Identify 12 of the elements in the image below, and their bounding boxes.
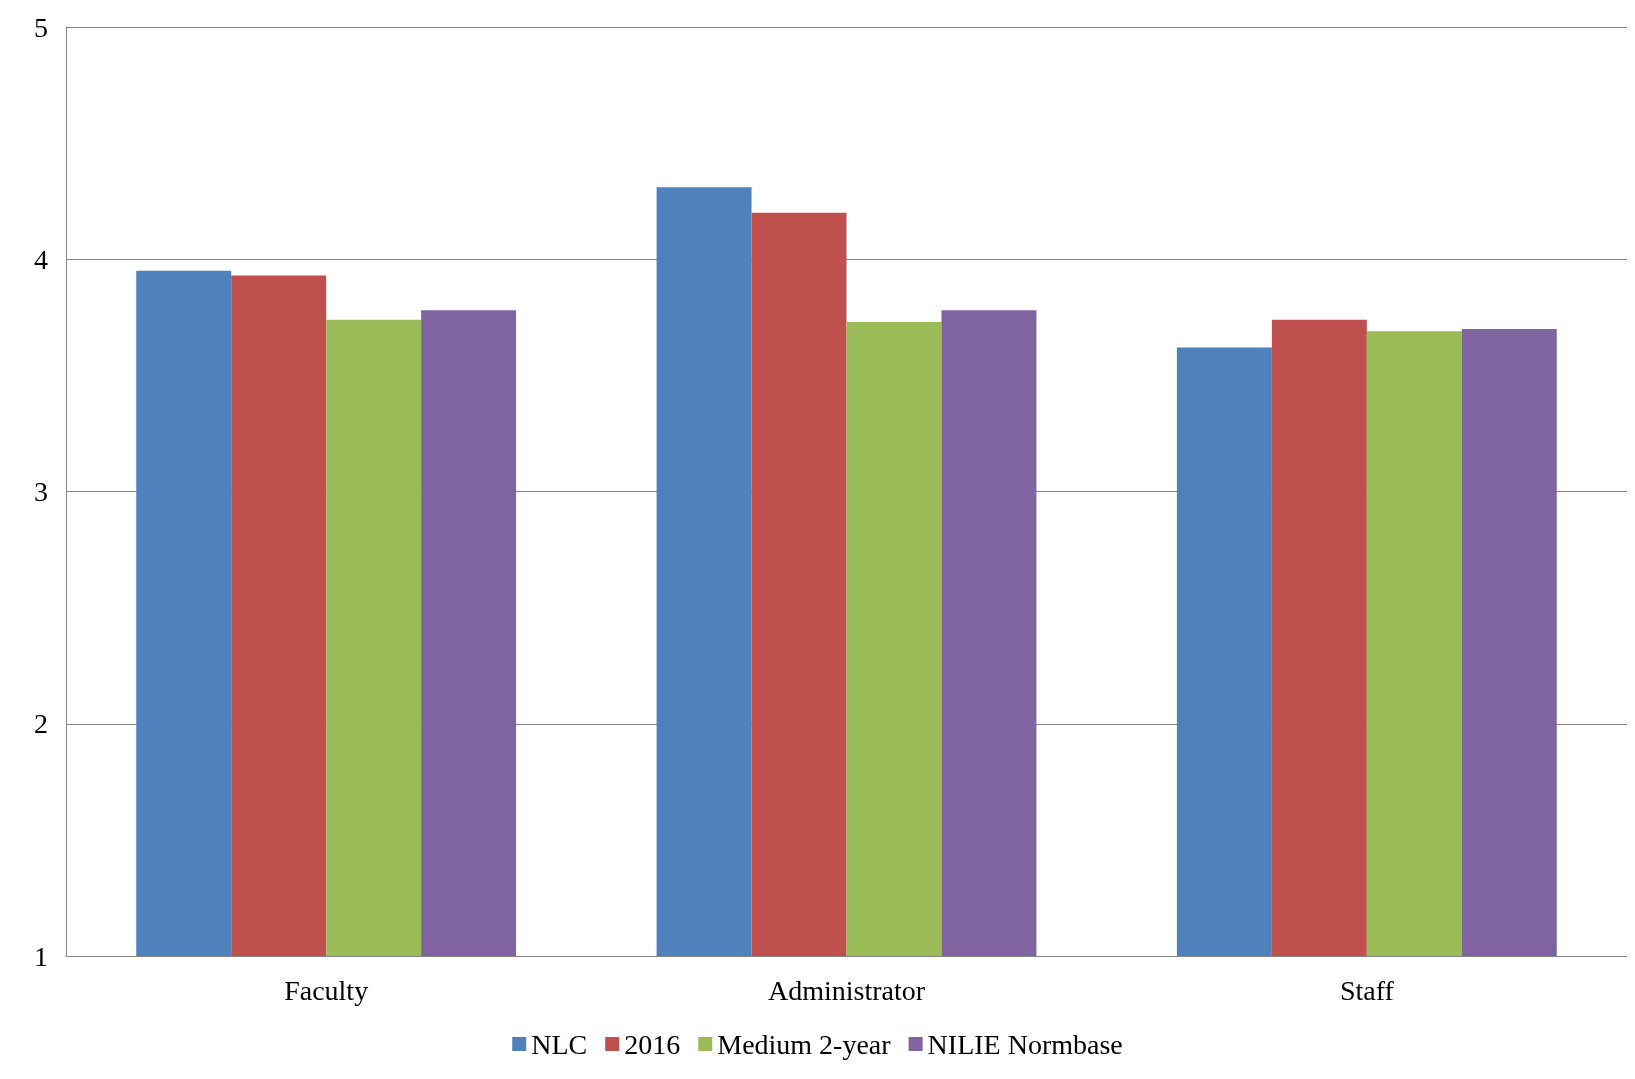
- x-tick-label: Staff: [1339, 974, 1395, 1006]
- y-tick-label: 3: [34, 476, 48, 507]
- legend-label: Medium 2-year: [717, 1028, 892, 1060]
- y-tick-label: 5: [34, 11, 48, 43]
- legend-label: NILIE Normbase: [927, 1028, 1123, 1060]
- x-tick-label: Administrator: [767, 974, 926, 1006]
- y-tick-label: 1: [34, 940, 48, 972]
- legend-label: NLC: [531, 1028, 588, 1060]
- legend-label: 2016: [624, 1028, 681, 1060]
- x-tick-label: Faculty: [284, 974, 369, 1006]
- y-tick-label: 2: [34, 708, 48, 740]
- y-tick-label: 4: [34, 243, 48, 275]
